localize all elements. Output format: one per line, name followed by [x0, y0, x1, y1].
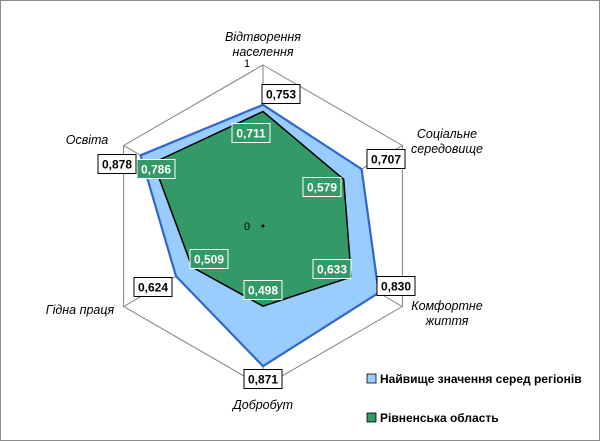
axis-category-label: Освіта	[66, 133, 109, 147]
radar-center-dot	[261, 224, 265, 228]
data-label: 0,711	[236, 127, 266, 141]
axis-category-label: Комфортне	[411, 299, 483, 313]
data-label: 0,753	[266, 88, 296, 102]
axis-category-label: середовище	[411, 142, 483, 156]
tick-label: 0	[244, 221, 250, 233]
legend: Найвище значення серед регіонів Рівненськ…	[366, 372, 582, 425]
axis-category-label: Добробут	[231, 398, 293, 412]
data-label: 0,498	[248, 284, 278, 298]
data-label: 0,707	[371, 153, 401, 167]
legend-swatch-2	[366, 412, 377, 423]
data-label: 0,871	[248, 373, 278, 387]
data-label-box	[97, 154, 137, 174]
legend-swatch-1	[366, 373, 377, 384]
data-label-box	[366, 149, 406, 169]
tick-label: 1	[244, 58, 250, 70]
data-label: 0,579	[307, 181, 337, 195]
axis-category-label: життя	[425, 314, 469, 328]
series-layer	[139, 103, 380, 368]
axis-category-label: населення	[232, 45, 293, 59]
data-label: 0,878	[102, 158, 132, 172]
axis-category-label: Соціальне	[417, 127, 477, 141]
axis-category-label: Гідна праця	[46, 303, 115, 317]
data-label-box	[136, 159, 176, 179]
data-label-box	[376, 276, 416, 296]
axis-category-label: Відтворення	[225, 30, 301, 44]
data-label-box	[243, 369, 283, 389]
data-label: 0,633	[317, 263, 347, 277]
data-label-box	[302, 177, 342, 197]
data-label: 0,830	[381, 280, 411, 294]
data-label-box	[312, 259, 352, 279]
data-label-box	[189, 249, 229, 269]
data-label-box	[231, 123, 271, 143]
legend-label-2: Рівненська область	[380, 411, 499, 425]
legend-label-1: Найвище значення серед регіонів	[380, 372, 582, 386]
data-label-box	[133, 277, 173, 297]
data-label: 0,786	[141, 163, 171, 177]
data-label: 0,624	[138, 281, 168, 295]
data-label: 0,509	[194, 253, 224, 267]
data-label-box	[243, 280, 283, 300]
data-label-box	[261, 84, 301, 104]
